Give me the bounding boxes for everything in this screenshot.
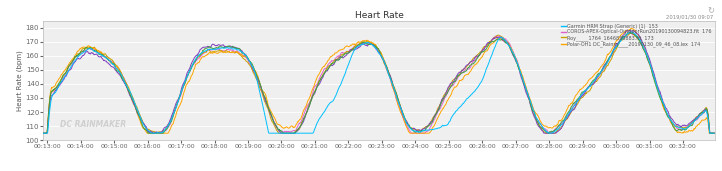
Text: ↻: ↻ (708, 7, 715, 16)
Text: DC RAINMAKER: DC RAINMAKER (60, 120, 126, 129)
Legend: Garmin HRM Strap (Generic) (1)  153, COROS-APEX-Optical-OutdoorRun20190130094823: Garmin HRM Strap (Generic) (1) 153, CORO… (561, 24, 712, 47)
Y-axis label: Heart Rate (bpm): Heart Rate (bpm) (17, 50, 23, 111)
Text: 2019/01/30 09:07: 2019/01/30 09:07 (666, 14, 713, 19)
Title: Heart Rate: Heart Rate (355, 11, 404, 20)
